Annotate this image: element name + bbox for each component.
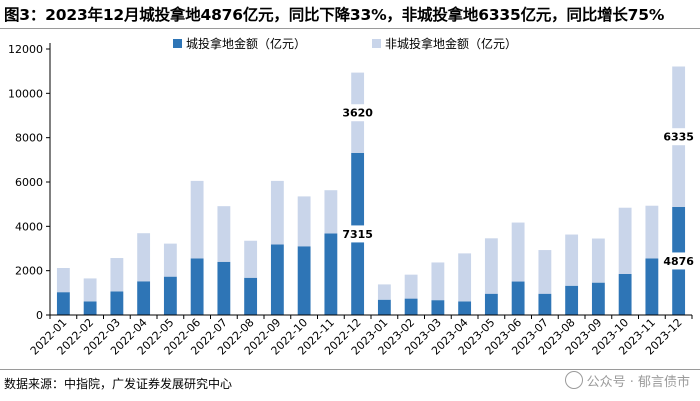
source-divider: [0, 369, 700, 370]
data-label-box: [662, 128, 695, 146]
legend: 城投拿地金额（亿元） 非城投拿地金额（亿元）: [173, 36, 517, 51]
wechat-icon: [564, 371, 583, 389]
chart-title: 图3：2023年12月城投拿地4876亿元，同比下降33%，非城投拿地6335亿…: [4, 6, 665, 24]
bar-segment-chengtou: [110, 291, 124, 315]
data-label: 7315: [342, 228, 373, 241]
bar-segment-chengtou: [270, 244, 284, 315]
y-tick-label: 4000: [15, 220, 43, 233]
y-tick-label: 0: [36, 309, 43, 322]
y-tick-label: 2000: [15, 265, 43, 278]
data-label: 4876: [663, 255, 694, 268]
data-source: 数据来源：中指院，广发证券发展研究中心: [4, 377, 233, 391]
legend-swatch-chengtou: [173, 39, 182, 48]
bar-segment-fei-chengtou: [565, 234, 579, 286]
legend-swatch-fei-chengtou: [372, 39, 381, 48]
data-label-box: [341, 104, 374, 122]
bar-segment-chengtou: [56, 292, 70, 315]
y-tick-label: 12000: [8, 43, 43, 56]
watermark: 公众号 · 郁言债市: [564, 370, 690, 396]
bar-segment-chengtou: [645, 258, 659, 315]
bar-segment-fei-chengtou: [110, 258, 124, 292]
bar-segment-chengtou: [244, 277, 258, 315]
bar-segment-chengtou: [404, 298, 418, 315]
y-axis: 0 2000 4000 6000 8000 10000 12000: [8, 43, 51, 322]
bar-segment-chengtou: [538, 293, 552, 315]
bar-segment-fei-chengtou: [244, 240, 258, 278]
bar-segment-chengtou: [137, 281, 151, 315]
x-axis: 2022-012022-022022-032022-042022-052022-…: [28, 314, 693, 358]
bar-segment-fei-chengtou: [217, 206, 231, 262]
bar-segment-chengtou: [458, 301, 472, 315]
bar-segment-fei-chengtou: [618, 207, 632, 274]
data-label: 3620: [342, 107, 373, 120]
bar-segment-fei-chengtou: [377, 284, 391, 300]
bar-segment-fei-chengtou: [538, 250, 552, 294]
bar-segment-fei-chengtou: [56, 268, 70, 293]
bar-segment-chengtou: [591, 282, 605, 315]
bar-segment-chengtou: [484, 293, 498, 315]
bar-segment-fei-chengtou: [83, 278, 97, 302]
bar-segment-chengtou: [431, 300, 445, 315]
bar-segment-fei-chengtou: [645, 205, 659, 259]
bar-segment-chengtou: [163, 276, 177, 315]
legend-label-chengtou: 城投拿地金额（亿元）: [186, 36, 306, 51]
bar-segment-chengtou: [190, 258, 204, 315]
bar-segment-fei-chengtou: [511, 222, 525, 282]
data-label-box: [341, 225, 374, 243]
bar-segment-chengtou: [217, 261, 231, 315]
bar-segment-fei-chengtou: [190, 180, 204, 259]
bar-segment-fei-chengtou: [484, 238, 498, 294]
bar-segment-fei-chengtou: [163, 243, 177, 277]
bar-segment-fei-chengtou: [458, 253, 472, 302]
bar-segment-fei-chengtou: [270, 180, 284, 245]
y-tick-label: 10000: [8, 87, 43, 100]
data-labels: 7315 3620 4876 6335: [341, 104, 695, 270]
bar-segment-chengtou: [618, 273, 632, 315]
bar-segment-chengtou: [83, 301, 97, 315]
bar-segment-fei-chengtou: [591, 238, 605, 283]
bars: [56, 66, 686, 315]
bar-segment-chengtou: [297, 246, 311, 315]
y-tick-label: 8000: [15, 132, 43, 145]
legend-label-fei-chengtou: 非城投拿地金额（亿元）: [385, 36, 517, 51]
data-label-box: [662, 252, 695, 270]
bar-segment-chengtou: [324, 233, 338, 315]
title-divider: [0, 28, 700, 29]
stacked-bar-chart: 城投拿地金额（亿元） 非城投拿地金额（亿元） 0 2000 4000 6000 8000…: [8, 36, 695, 358]
bar-segment-chengtou: [511, 281, 525, 315]
y-tick-label: 6000: [15, 176, 43, 189]
bar-segment-fei-chengtou: [297, 196, 311, 247]
watermark-text: 公众号 · 郁言债市: [586, 375, 690, 390]
bar-segment-fei-chengtou: [431, 262, 445, 301]
bar-segment-fei-chengtou: [137, 233, 151, 282]
bar-segment-fei-chengtou: [404, 274, 418, 299]
bar-segment-chengtou: [377, 299, 391, 315]
bar-segment-fei-chengtou: [324, 190, 338, 234]
bar-segment-chengtou: [565, 285, 579, 315]
data-label: 6335: [663, 131, 694, 144]
